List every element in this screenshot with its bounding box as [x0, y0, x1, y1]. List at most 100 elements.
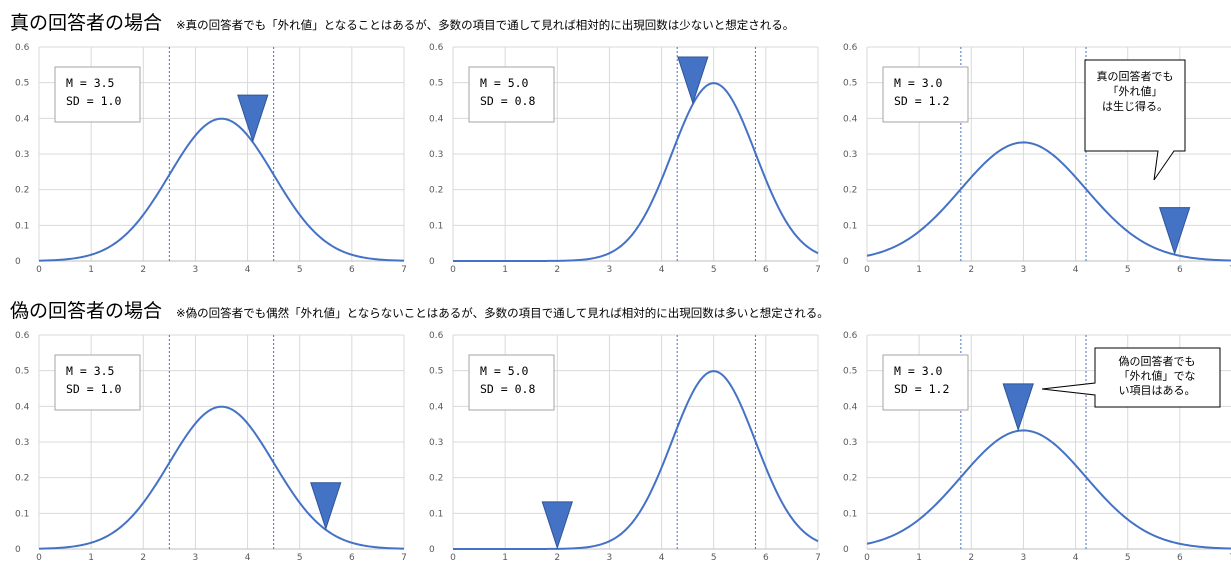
x-tick-label: 7 — [1229, 553, 1231, 563]
y-tick-label: 0.6 — [843, 43, 858, 53]
y-tick-label: 0.5 — [429, 367, 443, 377]
y-tick-label: 0.1 — [843, 221, 857, 231]
x-tick-label: 4 — [1073, 265, 1079, 275]
stats-text: M = 3.5 — [66, 76, 114, 90]
x-tick-label: 7 — [401, 265, 407, 275]
stats-text: M = 5.0 — [480, 364, 529, 378]
y-tick-label: 0 — [843, 545, 849, 555]
stats-box-frame — [468, 354, 555, 411]
response-marker-triangle — [677, 56, 709, 105]
y-tick-label: 0.1 — [429, 509, 443, 519]
x-tick-label: 6 — [349, 553, 355, 563]
stats-text: M = 3.5 — [66, 364, 114, 378]
normal-distribution-chart: 0 1 2 3 4 5 6 7 0 0.1 0.2 0.3 0.4 0.5 0.6 M = 5.0 SD = 0… — [429, 43, 821, 275]
x-tick-label: 6 — [349, 265, 355, 275]
x-tick-label: 6 — [763, 553, 769, 563]
x-tick-label: 1 — [916, 553, 922, 563]
x-tick-label: 5 — [711, 553, 717, 563]
stats-text: M = 3.0 — [894, 76, 943, 90]
stats-box-frame — [882, 354, 969, 411]
stats-box-frame — [54, 354, 141, 411]
y-tick-label: 0.6 — [429, 331, 444, 341]
callout-text: 「外れ値」 — [1108, 85, 1163, 98]
stats-text: SD = 1.0 — [66, 382, 121, 396]
y-tick-label: 0.3 — [15, 150, 29, 160]
stats-box-frame — [54, 66, 141, 123]
x-tick-label: 3 — [607, 553, 613, 563]
y-tick-label: 0.1 — [429, 221, 443, 231]
section-note: ※偽の回答者でも偶然「外れ値」とならないことはあるが、多数の項目で通して見れば相… — [176, 306, 829, 320]
stats-text: M = 3.0 — [894, 364, 943, 378]
x-tick-label: 4 — [659, 265, 665, 275]
x-tick-label: 3 — [1021, 553, 1027, 563]
stats-text: SD = 1.0 — [66, 94, 121, 108]
y-tick-label: 0.3 — [429, 150, 443, 160]
x-tick-label: 2 — [968, 265, 974, 275]
y-tick-label: 0.4 — [429, 402, 444, 412]
y-tick-label: 0.1 — [15, 221, 29, 231]
stats-text: SD = 1.2 — [894, 382, 949, 396]
y-tick-label: 0.5 — [843, 367, 857, 377]
callout-text: 真の回答者でも — [1097, 69, 1174, 83]
y-tick-label: 0.2 — [15, 186, 29, 196]
y-tick-label: 0.2 — [429, 474, 443, 484]
distribution-curve — [453, 82, 819, 262]
x-tick-label: 0 — [450, 265, 456, 275]
x-tick-label: 5 — [711, 265, 717, 275]
y-tick-label: 0.2 — [843, 474, 857, 484]
stats-text: SD = 0.8 — [480, 94, 535, 108]
stats-text: M = 5.0 — [480, 76, 529, 90]
x-tick-label: 7 — [815, 553, 821, 563]
stats-box-frame — [882, 66, 969, 123]
x-tick-label: 1 — [88, 265, 94, 275]
y-tick-label: 0.4 — [843, 114, 858, 124]
stats-box-frame — [468, 66, 555, 123]
distribution-curve — [453, 370, 819, 550]
section-note: ※真の回答者でも「外れ値」となることはあるが、多数の項目で通して見れば相対的に出… — [176, 18, 795, 32]
y-tick-label: 0.5 — [15, 79, 29, 89]
response-marker-triangle — [1002, 383, 1034, 432]
x-tick-label: 0 — [450, 553, 456, 563]
callout-shape — [1084, 59, 1186, 181]
x-tick-label: 1 — [916, 265, 922, 275]
callout-text: 偽の回答者でも — [1119, 354, 1196, 368]
response-marker-triangle — [237, 94, 269, 143]
x-tick-label: 6 — [763, 265, 769, 275]
y-tick-label: 0.3 — [843, 150, 857, 160]
x-tick-label: 5 — [1125, 265, 1131, 275]
y-tick-label: 0.5 — [429, 79, 443, 89]
y-tick-label: 0.3 — [15, 438, 29, 448]
stats-text: SD = 0.8 — [480, 382, 535, 396]
stats-box: M = 3.0 SD = 1.2 — [882, 66, 969, 123]
y-tick-label: 0.2 — [429, 186, 443, 196]
x-tick-label: 1 — [88, 553, 94, 563]
y-tick-label: 0 — [15, 545, 21, 555]
stats-box: M = 3.5 SD = 1.0 — [54, 354, 141, 411]
x-tick-label: 2 — [554, 265, 560, 275]
x-tick-label: 4 — [245, 553, 251, 563]
y-tick-label: 0.3 — [843, 438, 857, 448]
x-tick-label: 4 — [659, 553, 665, 563]
stats-text: SD = 1.2 — [894, 94, 949, 108]
normal-distribution-chart: 0 1 2 3 4 5 6 7 0 0.1 0.2 0.3 0.4 0.5 0.6 M = 3.5 SD = 1… — [15, 43, 407, 275]
x-tick-label: 0 — [36, 265, 42, 275]
y-tick-label: 0 — [15, 257, 21, 267]
y-tick-label: 0 — [429, 257, 435, 267]
x-tick-label: 6 — [1177, 553, 1183, 563]
y-tick-label: 0.6 — [15, 331, 30, 341]
x-tick-label: 0 — [36, 553, 42, 563]
section-title: 偽の回答者の場合 — [10, 300, 163, 322]
response-marker-triangle — [541, 501, 573, 550]
stats-box: M = 3.0 SD = 1.2 — [882, 354, 969, 411]
distribution-curve — [866, 429, 1231, 550]
y-tick-label: 0.6 — [843, 331, 858, 341]
x-tick-label: 7 — [1229, 265, 1231, 275]
x-tick-label: 2 — [554, 553, 560, 563]
response-marker-triangle — [310, 482, 342, 531]
distribution-curve — [866, 141, 1231, 262]
stats-box: M = 5.0 SD = 0.8 — [468, 354, 555, 411]
section-header-false: 偽の回答者の場合 ※偽の回答者でも偶然「外れ値」とならないことはあるが、多数の項… — [10, 296, 829, 324]
normal-distribution-chart: 0 1 2 3 4 5 6 7 0 0.1 0.2 0.3 0.4 0.5 0.6 M = 3.5 SD = 1… — [15, 331, 407, 563]
y-tick-label: 0.3 — [429, 438, 443, 448]
